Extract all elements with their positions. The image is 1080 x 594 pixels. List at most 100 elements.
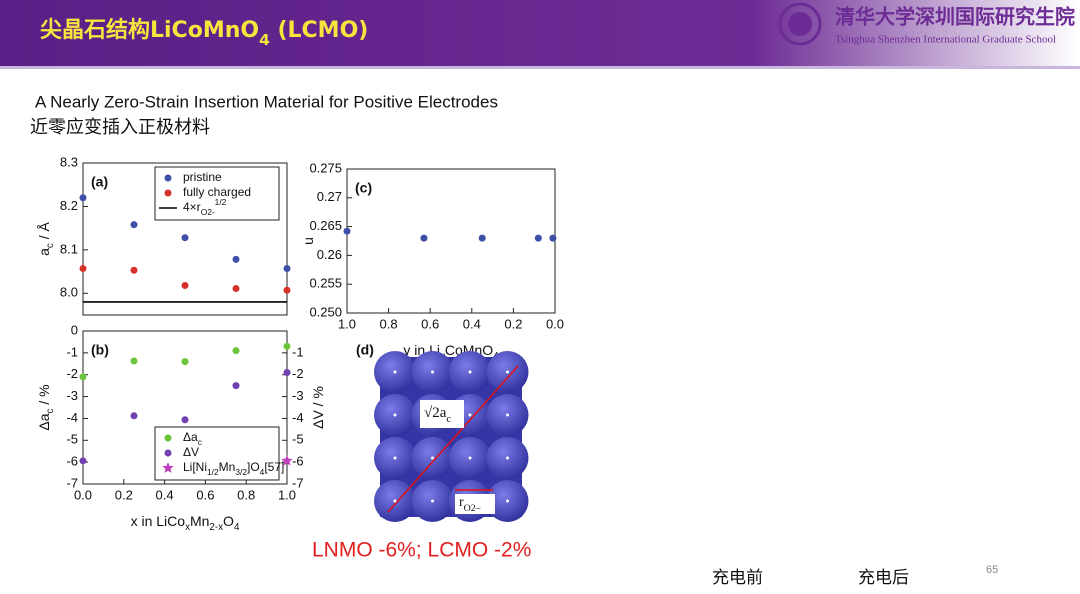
text-part: ]O xyxy=(247,460,260,474)
header-rule xyxy=(0,66,1080,69)
text-part: 2-x xyxy=(209,522,223,533)
point xyxy=(130,412,138,420)
atom-center xyxy=(506,413,509,417)
y-tick-label: 0.275 xyxy=(309,160,342,175)
text-part: O xyxy=(223,513,234,529)
text-part: r xyxy=(459,495,464,510)
page-number: 65 xyxy=(986,564,998,576)
x-tick-label: 0.8 xyxy=(237,487,255,502)
legend-label: fully charged xyxy=(183,185,251,199)
panel-label: (b) xyxy=(91,342,109,358)
y-tick-label: 8.1 xyxy=(60,241,78,256)
text-part: Δa xyxy=(36,413,52,430)
text-part: [57] xyxy=(264,460,284,474)
text-part: 1/2 xyxy=(207,467,219,477)
legend-swatch xyxy=(164,174,172,182)
text-part: x in LiCo xyxy=(131,513,186,529)
legend-label: pristine xyxy=(183,170,222,184)
x-tick-label: 0.8 xyxy=(380,316,398,331)
y-tick-label: -7 xyxy=(66,475,78,490)
point xyxy=(232,382,240,390)
text-part: / % xyxy=(36,384,52,408)
point xyxy=(130,266,138,274)
y-tick-label: 0.265 xyxy=(309,218,342,233)
y-tick-label: 8.0 xyxy=(60,285,78,300)
school-cn: 清华大学深圳国际研究生院 xyxy=(835,5,1075,29)
atom-center xyxy=(468,456,472,460)
y-tick-label: 0 xyxy=(71,322,78,337)
atom-center xyxy=(468,370,472,374)
y2-axis-label: ΔV / % xyxy=(310,386,326,429)
text-part: 4 xyxy=(260,467,265,477)
subtitle-cn: 近零应变插入正极材料 xyxy=(30,117,210,138)
y-tick-label: -5 xyxy=(66,432,78,447)
text-part: (LCMO) xyxy=(270,18,369,43)
text-part: Li[Ni xyxy=(183,460,207,474)
point xyxy=(232,347,240,355)
text-part: c xyxy=(45,243,56,248)
point xyxy=(283,286,291,294)
atom-center xyxy=(431,499,434,503)
text-part: fully charged xyxy=(183,185,251,199)
text-part: ΔV xyxy=(183,445,199,459)
text-part: c xyxy=(198,437,202,447)
x-tick-label: 0.6 xyxy=(196,487,214,502)
text-part: ΔV / % xyxy=(310,386,326,429)
legend-swatch xyxy=(164,189,172,197)
text-part: 尖晶石结构LiCoMnO xyxy=(40,17,259,43)
y2-tick-label: -2 xyxy=(292,366,304,381)
point xyxy=(79,373,87,381)
plot-frame xyxy=(346,168,556,314)
atom-center xyxy=(393,499,397,503)
y-tick-label: 0.250 xyxy=(309,304,342,319)
header-bar xyxy=(0,0,1080,66)
y-axis-label: Δac / % xyxy=(36,384,56,430)
logo xyxy=(778,2,822,46)
text-part: c xyxy=(446,414,451,425)
atom-center xyxy=(393,413,397,417)
point xyxy=(181,281,189,289)
y-tick-label: 0.27 xyxy=(317,189,342,204)
atom-center xyxy=(506,456,509,460)
y2-tick-label: -4 xyxy=(292,410,304,425)
x-tick-label: 0.0 xyxy=(546,316,564,331)
point xyxy=(232,255,240,263)
text-part: Mn xyxy=(219,460,236,474)
point xyxy=(79,265,87,273)
logo-inner xyxy=(788,12,812,36)
text-part: pristine xyxy=(183,170,222,184)
y-tick-label: -2 xyxy=(66,366,78,381)
atom-center xyxy=(468,413,472,417)
text-part: 4 xyxy=(259,31,270,49)
y-tick-label: 8.3 xyxy=(60,154,78,169)
atom-center xyxy=(393,370,397,374)
point xyxy=(79,457,87,465)
y-tick-label: 0.255 xyxy=(309,276,342,291)
slide-title: 尖晶石结构LiCoMnO4 (LCMO) xyxy=(40,17,368,49)
legend-label: Li[Ni1/2Mn3/2]O4[57] xyxy=(183,460,284,477)
point xyxy=(181,358,189,366)
legend-swatch xyxy=(162,462,174,473)
before-label: 充电前 xyxy=(712,568,763,588)
text-part: Δa xyxy=(183,430,198,444)
x-tick-label: 0.4 xyxy=(463,316,481,331)
y2-tick-label: -3 xyxy=(292,388,304,403)
y-tick-label: -4 xyxy=(66,410,78,425)
panel-label: (a) xyxy=(91,174,108,190)
x-tick-label: 0.2 xyxy=(504,316,522,331)
x-axis-label: x in LiCoxMn2-xO4 xyxy=(131,513,240,533)
text-part: 1/2 xyxy=(215,197,227,207)
atom-center xyxy=(393,456,397,460)
y2-tick-label: -6 xyxy=(292,454,304,469)
point xyxy=(283,265,291,273)
y2-tick-label: -1 xyxy=(292,344,304,359)
legend-label: Δac xyxy=(183,430,202,447)
legend-label: 4×rO2-1/2 xyxy=(183,197,227,217)
point xyxy=(478,234,486,242)
text-part: 4×r xyxy=(183,200,201,214)
legend xyxy=(154,166,280,221)
point xyxy=(549,234,557,242)
legend-label: ΔV xyxy=(183,445,199,459)
point xyxy=(343,227,351,235)
